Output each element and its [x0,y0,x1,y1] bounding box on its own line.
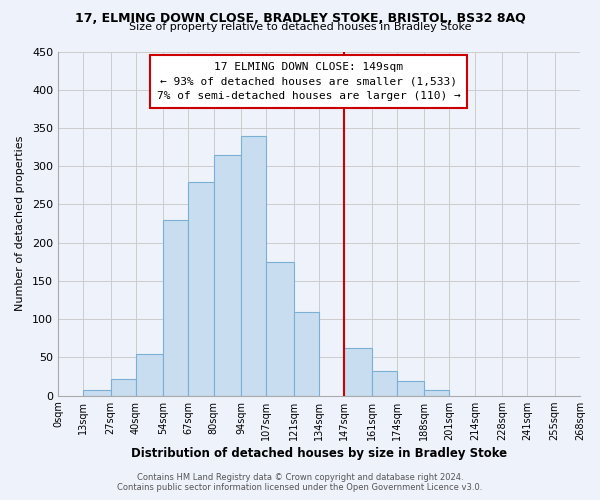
Y-axis label: Number of detached properties: Number of detached properties [15,136,25,312]
Bar [293,312,319,396]
Bar [136,354,163,396]
Bar [110,379,136,396]
Bar [424,390,449,396]
Bar [214,155,241,396]
X-axis label: Distribution of detached houses by size in Bradley Stoke: Distribution of detached houses by size … [131,447,507,460]
Bar [241,136,266,396]
Text: Contains HM Land Registry data © Crown copyright and database right 2024.
Contai: Contains HM Land Registry data © Crown c… [118,473,482,492]
Text: 17, ELMING DOWN CLOSE, BRADLEY STOKE, BRISTOL, BS32 8AQ: 17, ELMING DOWN CLOSE, BRADLEY STOKE, BR… [74,12,526,26]
Bar [266,262,293,396]
Bar [163,220,188,396]
Text: Size of property relative to detached houses in Bradley Stoke: Size of property relative to detached ho… [129,22,471,32]
Text: 17 ELMING DOWN CLOSE: 149sqm
← 93% of detached houses are smaller (1,533)
7% of : 17 ELMING DOWN CLOSE: 149sqm ← 93% of de… [157,62,460,102]
Bar [371,371,397,396]
Bar [83,390,110,396]
Bar [344,348,371,396]
Bar [188,182,214,396]
Bar [397,381,424,396]
